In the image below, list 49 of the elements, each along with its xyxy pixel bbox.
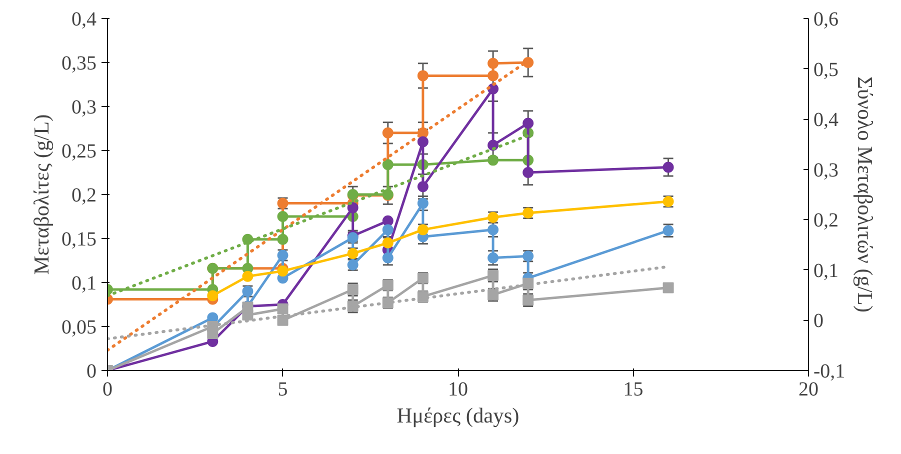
y-tick-label: 0,2 (72, 184, 96, 206)
x-axis-title: Ημέρες (days) (396, 404, 520, 428)
point (277, 303, 288, 314)
point (382, 159, 394, 170)
point (277, 234, 288, 245)
x-tick-label: 0 (102, 378, 112, 400)
point (382, 224, 394, 236)
x-tick-label: 15 (623, 378, 644, 400)
point (522, 167, 534, 178)
point (522, 57, 534, 68)
point (488, 224, 499, 236)
point (417, 181, 428, 192)
point (382, 252, 394, 264)
y2-tick-label: 0,5 (814, 58, 838, 81)
x-tick-label: 10 (448, 378, 468, 400)
y-axis-title: Μεταβολίτες (g/L) (30, 114, 54, 275)
point (488, 70, 499, 82)
y-tick-label: 0,35 (62, 52, 96, 74)
y2-tick-label: 0,2 (814, 210, 838, 232)
point (522, 118, 534, 129)
point (242, 310, 254, 321)
y-tick-label: 0,25 (62, 140, 96, 162)
point (277, 266, 288, 277)
point (417, 136, 428, 148)
y2-tick-label: 0,1 (814, 260, 838, 282)
point (488, 252, 499, 264)
y2-tick-label: 0,6 (814, 8, 838, 30)
point (417, 70, 428, 82)
y-tick-label: 0 (86, 360, 96, 382)
x-tick-label: 5 (278, 378, 288, 400)
y2-axis-title: Σύνολο Μεταβολιτών (g/L) (853, 76, 878, 313)
point (382, 127, 394, 138)
point (488, 154, 499, 166)
point (382, 215, 394, 226)
y2-tick-label: 0 (814, 310, 824, 332)
y2-tick-label: 0,4 (814, 109, 838, 132)
y-tick-label: 0,1 (72, 272, 96, 294)
y-tick-label: 0,3 (72, 96, 96, 118)
point (662, 282, 674, 294)
y-tick-label: 0,15 (62, 228, 96, 250)
point (242, 270, 254, 282)
point (347, 202, 358, 214)
y-tick-label: 0,4 (72, 8, 96, 30)
y-tick-label: 0,05 (62, 316, 96, 338)
point (488, 58, 499, 69)
point (662, 162, 674, 173)
point (277, 211, 288, 222)
y2-tick-label: 0,3 (814, 159, 838, 182)
point (207, 290, 218, 302)
